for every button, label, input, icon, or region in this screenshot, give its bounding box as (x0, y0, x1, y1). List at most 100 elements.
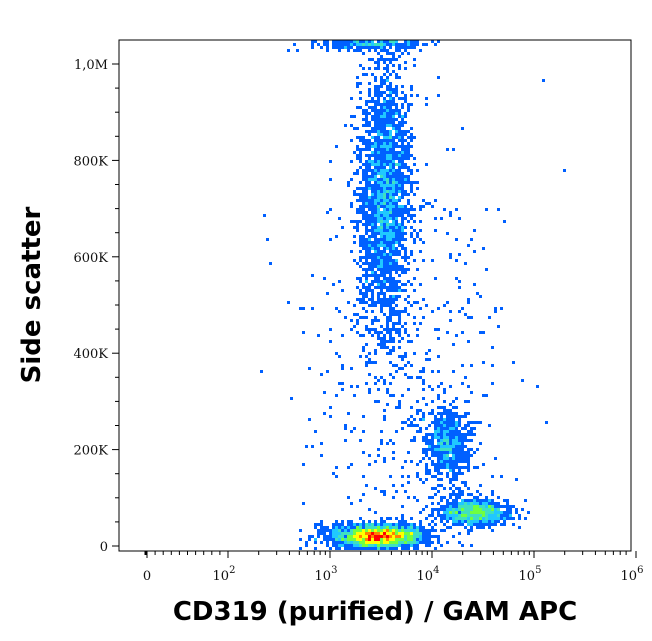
density-cell (473, 520, 476, 523)
density-cell (404, 100, 407, 103)
density-cell (404, 259, 407, 262)
density-cell (380, 292, 383, 295)
density-cell (443, 388, 446, 391)
density-cell (386, 142, 389, 145)
density-cell (416, 181, 419, 184)
density-cell (386, 52, 389, 55)
density-cell (374, 382, 377, 385)
density-cell (506, 502, 509, 505)
density-cell (374, 178, 377, 181)
density-cell (380, 43, 383, 46)
density-cell (434, 217, 437, 220)
density-cell (398, 67, 401, 70)
density-cell (383, 49, 386, 52)
density-cell (380, 187, 383, 190)
density-cell (419, 205, 422, 208)
density-cell (458, 454, 461, 457)
density-cell (368, 331, 371, 334)
density-cell (428, 439, 431, 442)
density-cell (386, 316, 389, 319)
density-cell (362, 175, 365, 178)
density-cell (362, 430, 365, 433)
density-cell (473, 514, 476, 517)
density-cell (362, 112, 365, 115)
density-cell (368, 175, 371, 178)
density-cell (467, 421, 470, 424)
density-cell (455, 424, 458, 427)
density-cell (389, 169, 392, 172)
density-cell (374, 541, 377, 544)
density-cell (461, 490, 464, 493)
density-cell (437, 430, 440, 433)
density-cell (365, 328, 368, 331)
density-cell (371, 214, 374, 217)
density-cell (455, 334, 458, 337)
density-cell (353, 259, 356, 262)
density-cell (398, 289, 401, 292)
density-cell (398, 313, 401, 316)
density-cell (401, 160, 404, 163)
density-cell (401, 103, 404, 106)
density-cell (428, 457, 431, 460)
density-cell (371, 196, 374, 199)
density-cell (386, 214, 389, 217)
density-cell (401, 394, 404, 397)
density-cell (395, 187, 398, 190)
density-cell (467, 460, 470, 463)
density-cell (362, 199, 365, 202)
density-cell (359, 40, 362, 43)
density-cell (323, 40, 326, 43)
density-cell (431, 475, 434, 478)
density-cell (452, 406, 455, 409)
density-cell (377, 61, 380, 64)
density-cell (386, 103, 389, 106)
density-cell (407, 523, 410, 526)
density-cell (446, 427, 449, 430)
density-cell (377, 127, 380, 130)
density-cell (392, 259, 395, 262)
density-cell (413, 541, 416, 544)
density-cell (401, 166, 404, 169)
density-cell (341, 538, 344, 541)
density-cell (335, 535, 338, 538)
density-cell (425, 97, 428, 100)
density-cell (425, 529, 428, 532)
density-cell (380, 46, 383, 49)
density-cell (383, 196, 386, 199)
density-cell (380, 58, 383, 61)
density-cell (410, 43, 413, 46)
density-cell (470, 430, 473, 433)
density-cell (374, 328, 377, 331)
density-cell (431, 526, 434, 529)
density-cell (401, 163, 404, 166)
density-cell (371, 118, 374, 121)
density-cell (383, 229, 386, 232)
density-cell (365, 532, 368, 535)
density-cell (302, 331, 305, 334)
density-cell (437, 394, 440, 397)
density-cell (398, 154, 401, 157)
density-cell (416, 235, 419, 238)
density-cell (464, 436, 467, 439)
density-cell (356, 277, 359, 280)
density-cell (440, 505, 443, 508)
density-cell (488, 514, 491, 517)
density-cell (392, 325, 395, 328)
density-cell (323, 529, 326, 532)
density-cell (377, 283, 380, 286)
density-cell (383, 154, 386, 157)
density-cell (410, 145, 413, 148)
density-cell (365, 109, 368, 112)
density-cell (386, 328, 389, 331)
density-cell (473, 250, 476, 253)
density-cell (461, 511, 464, 514)
density-cell (374, 112, 377, 115)
density-cell (509, 508, 512, 511)
density-cell (386, 229, 389, 232)
density-cell (365, 295, 368, 298)
density-cell (392, 451, 395, 454)
density-cell (359, 316, 362, 319)
density-cell (491, 511, 494, 514)
density-cell (368, 286, 371, 289)
density-cell (341, 382, 344, 385)
